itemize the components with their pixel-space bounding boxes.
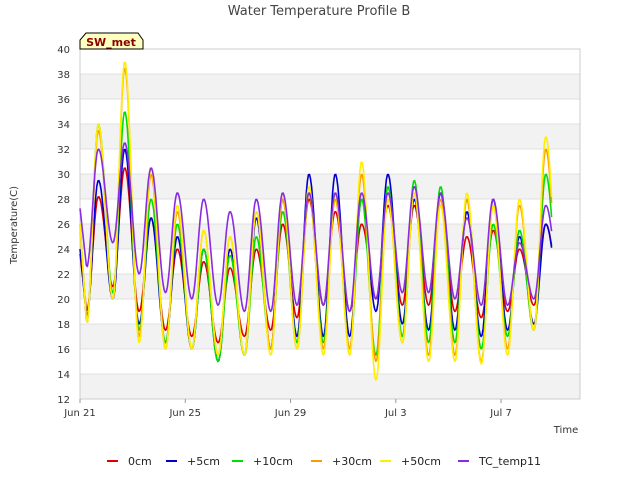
legend-label: +10cm bbox=[253, 455, 293, 468]
x-axis-ticks: Jun 21 Jun 25 Jun 29 Jul 3 Jul 7 bbox=[63, 399, 512, 419]
y-tick-label: 20 bbox=[57, 295, 70, 306]
y-tick-label: 14 bbox=[57, 370, 70, 381]
series-layer bbox=[79, 61, 553, 381]
y-tick-label: 28 bbox=[57, 195, 70, 206]
annotation-badge-box bbox=[79, 32, 144, 50]
y-tick-label: 12 bbox=[57, 395, 70, 406]
annotation-badge: SW_met bbox=[79, 32, 144, 50]
legend-label: 0cm bbox=[128, 455, 152, 468]
y-tick-label: 38 bbox=[57, 70, 70, 81]
legend-label: TC_temp11 bbox=[478, 455, 541, 468]
chart-title: Water Temperature Profile B bbox=[228, 4, 411, 19]
legend-label: +30cm bbox=[332, 455, 372, 468]
y-tick-label: 18 bbox=[57, 320, 70, 331]
y-tick-label: 40 bbox=[57, 45, 70, 56]
x-tick-label: Jul 3 bbox=[384, 408, 407, 419]
annotation-badge-text: SW_met bbox=[86, 36, 136, 49]
y-tick-label: 16 bbox=[57, 345, 70, 356]
y-axis-ticks: 12 14 16 18 20 22 24 26 28 30 32 34 36 38 40 bbox=[57, 45, 70, 406]
y-tick-label: 36 bbox=[57, 95, 70, 106]
y-tick-label: 30 bbox=[57, 170, 70, 181]
grid-band bbox=[80, 374, 580, 399]
x-tick-label: Jun 29 bbox=[274, 408, 307, 419]
y-tick-label: 32 bbox=[57, 145, 70, 156]
y-tick-label: 34 bbox=[57, 120, 70, 131]
grid-band bbox=[80, 74, 580, 99]
series-line-tc-temp11 bbox=[79, 142, 553, 313]
legend-label: +5cm bbox=[187, 455, 220, 468]
x-tick-label: Jun 21 bbox=[63, 408, 96, 419]
grid-band bbox=[80, 174, 580, 199]
x-tick-label: Jun 25 bbox=[168, 408, 201, 419]
y-axis-label: Temperature(C) bbox=[9, 186, 20, 265]
legend: 0cm +5cm +10cm +30cm +50cm TC_temp11 bbox=[107, 455, 541, 468]
y-tick-label: 24 bbox=[57, 245, 70, 256]
y-tick-label: 22 bbox=[57, 270, 70, 281]
legend-label: +50cm bbox=[401, 455, 441, 468]
grid-band bbox=[80, 124, 580, 149]
y-tick-label: 26 bbox=[57, 220, 70, 231]
x-axis-label: Time bbox=[553, 425, 578, 436]
x-tick-label: Jul 7 bbox=[489, 408, 512, 419]
